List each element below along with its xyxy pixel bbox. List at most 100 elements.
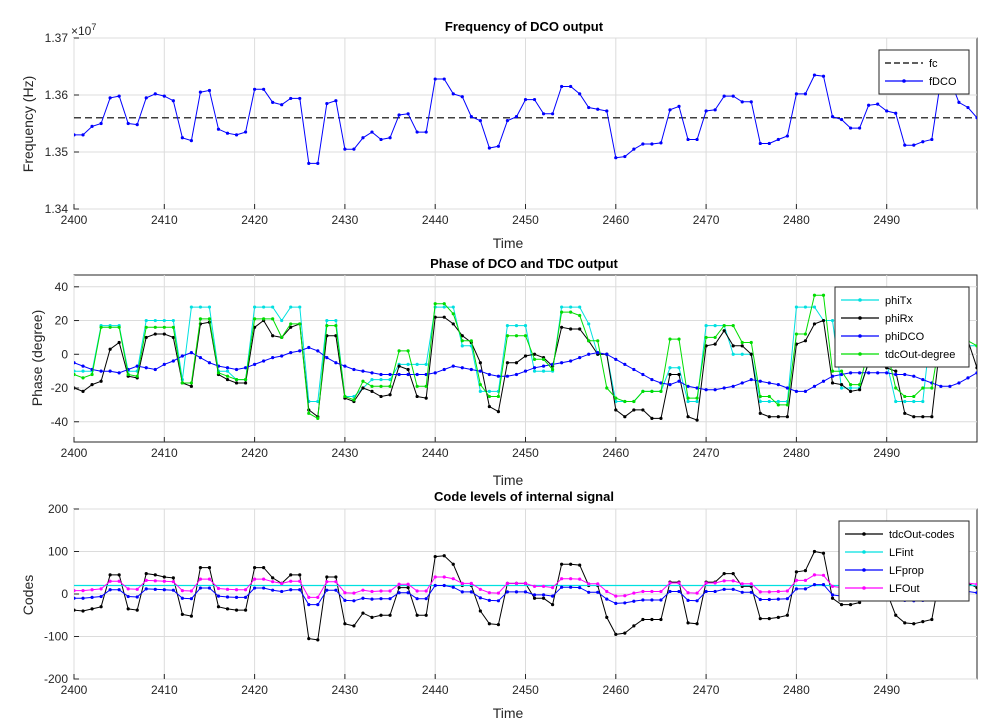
data-point-phidco bbox=[198, 356, 203, 360]
y-tick-label: 100 bbox=[48, 545, 68, 559]
x-tick-label: 2400 bbox=[61, 683, 88, 697]
data-point-phirx bbox=[271, 334, 275, 338]
data-point-phirx bbox=[225, 377, 230, 382]
data-point-tdcout-degree bbox=[99, 325, 103, 329]
data-point-phirx bbox=[144, 335, 148, 340]
data-point-lfprop bbox=[253, 586, 257, 590]
data-point-phitx bbox=[912, 399, 916, 404]
data-point-phidco bbox=[614, 357, 618, 361]
data-point-tdcout-degree bbox=[930, 386, 934, 390]
data-point-lfout bbox=[496, 591, 501, 595]
data-point-fdco bbox=[596, 107, 600, 111]
data-point-phidco bbox=[271, 356, 275, 360]
data-point-phirx bbox=[812, 322, 817, 326]
data-point-phirx bbox=[758, 411, 762, 415]
data-point-lfout bbox=[361, 588, 365, 592]
data-point-fdco bbox=[487, 146, 491, 150]
x-tick-label: 2440 bbox=[422, 213, 449, 227]
data-point-fdco bbox=[523, 97, 528, 102]
data-point-tdcout-codes bbox=[162, 575, 166, 579]
x-tick-label: 2460 bbox=[602, 446, 629, 460]
data-point-phirx bbox=[695, 418, 699, 422]
data-point-phitx bbox=[325, 318, 329, 323]
data-point-fdco bbox=[821, 74, 826, 78]
data-point-tdcout-codes bbox=[225, 607, 230, 611]
data-point-phitx bbox=[81, 369, 85, 373]
data-point-phitx bbox=[686, 399, 690, 404]
data-point-phirx bbox=[189, 384, 193, 388]
data-point-phirx bbox=[776, 415, 780, 419]
data-point-phirx bbox=[388, 393, 392, 397]
data-point-tdcout-degree bbox=[514, 334, 519, 338]
legend-label-lfint: LFint bbox=[889, 547, 913, 559]
data-point-phirx bbox=[930, 415, 934, 419]
data-point-phidco bbox=[442, 367, 446, 372]
data-point-tdcout-degree bbox=[749, 340, 753, 345]
data-point-phidco bbox=[686, 384, 690, 388]
data-point-fdco bbox=[216, 127, 221, 131]
data-point-phitx bbox=[505, 324, 510, 328]
data-point-phidco bbox=[596, 350, 600, 355]
data-point-tdcout-codes bbox=[334, 575, 338, 579]
data-point-phitx bbox=[451, 305, 455, 309]
data-point-lfout bbox=[578, 577, 582, 581]
data-point-lfprop bbox=[532, 593, 537, 597]
data-point-tdcout-degree bbox=[460, 339, 464, 343]
codes-legend: tdcOut-codes LFint LFprop LFOut bbox=[838, 520, 970, 602]
data-point-phirx bbox=[614, 408, 618, 412]
phase-chart-title: Phase of DCO and TDC output bbox=[430, 256, 618, 271]
data-point-fdco bbox=[253, 87, 257, 91]
data-point-lfprop bbox=[659, 598, 663, 602]
data-point-lfout bbox=[370, 589, 374, 594]
data-point-tdcout-degree bbox=[532, 357, 537, 361]
phase-x-axis-label: Time bbox=[493, 472, 524, 488]
data-point-fdco bbox=[677, 104, 681, 108]
data-point-phitx bbox=[704, 324, 708, 328]
data-point-fdco bbox=[234, 133, 239, 137]
data-point-phitx bbox=[171, 318, 175, 323]
data-point-tdcout-codes bbox=[758, 617, 762, 621]
data-point-phirx bbox=[677, 372, 681, 377]
data-point-lfout bbox=[90, 588, 94, 592]
data-point-phidco bbox=[704, 388, 708, 392]
data-point-lfprop bbox=[605, 597, 609, 601]
data-point-phidco bbox=[496, 374, 501, 378]
data-point-phirx bbox=[505, 361, 510, 365]
data-point-tdcout-degree bbox=[433, 302, 437, 306]
data-point-tdcout-codes bbox=[487, 622, 491, 626]
data-point-tdcout-codes bbox=[108, 573, 112, 577]
data-point-phitx bbox=[803, 305, 808, 309]
x-tick-label: 2490 bbox=[873, 213, 900, 227]
data-point-tdcout-degree bbox=[153, 325, 157, 329]
y-tick-label: 1.34 bbox=[45, 202, 69, 216]
data-point-phitx bbox=[560, 305, 564, 309]
data-point-phitx bbox=[424, 362, 428, 367]
data-point-tdcout-codes bbox=[830, 596, 835, 600]
data-point-tdcout-degree bbox=[207, 317, 212, 321]
data-point-phidco bbox=[560, 361, 564, 365]
x-tick-label: 2450 bbox=[512, 213, 539, 227]
data-point-phidco bbox=[541, 364, 546, 368]
data-point-lfprop bbox=[704, 589, 708, 594]
data-point-fdco bbox=[90, 124, 94, 128]
data-point-fdco bbox=[99, 121, 103, 126]
data-point-tdcout-degree bbox=[343, 394, 347, 399]
data-point-lfout bbox=[758, 590, 762, 594]
data-point-tdcout-degree bbox=[713, 335, 717, 340]
data-point-tdcout-degree bbox=[722, 324, 726, 328]
data-point-lfout bbox=[397, 582, 401, 586]
data-point-phidco bbox=[876, 371, 880, 375]
data-point-phidco bbox=[578, 356, 582, 360]
data-point-fdco bbox=[740, 100, 744, 104]
data-point-lfprop bbox=[821, 583, 826, 587]
data-point-lfprop bbox=[397, 591, 401, 595]
data-point-lfout bbox=[216, 586, 221, 591]
data-point-phitx bbox=[677, 366, 681, 370]
data-point-tdcout-degree bbox=[280, 335, 284, 340]
data-point-lfprop bbox=[812, 583, 817, 587]
data-point-fdco bbox=[722, 94, 726, 98]
data-point-fdco bbox=[758, 141, 762, 146]
data-point-tdcout-codes bbox=[189, 614, 193, 618]
data-point-lfprop bbox=[406, 591, 410, 595]
data-point-lfprop bbox=[442, 583, 446, 588]
